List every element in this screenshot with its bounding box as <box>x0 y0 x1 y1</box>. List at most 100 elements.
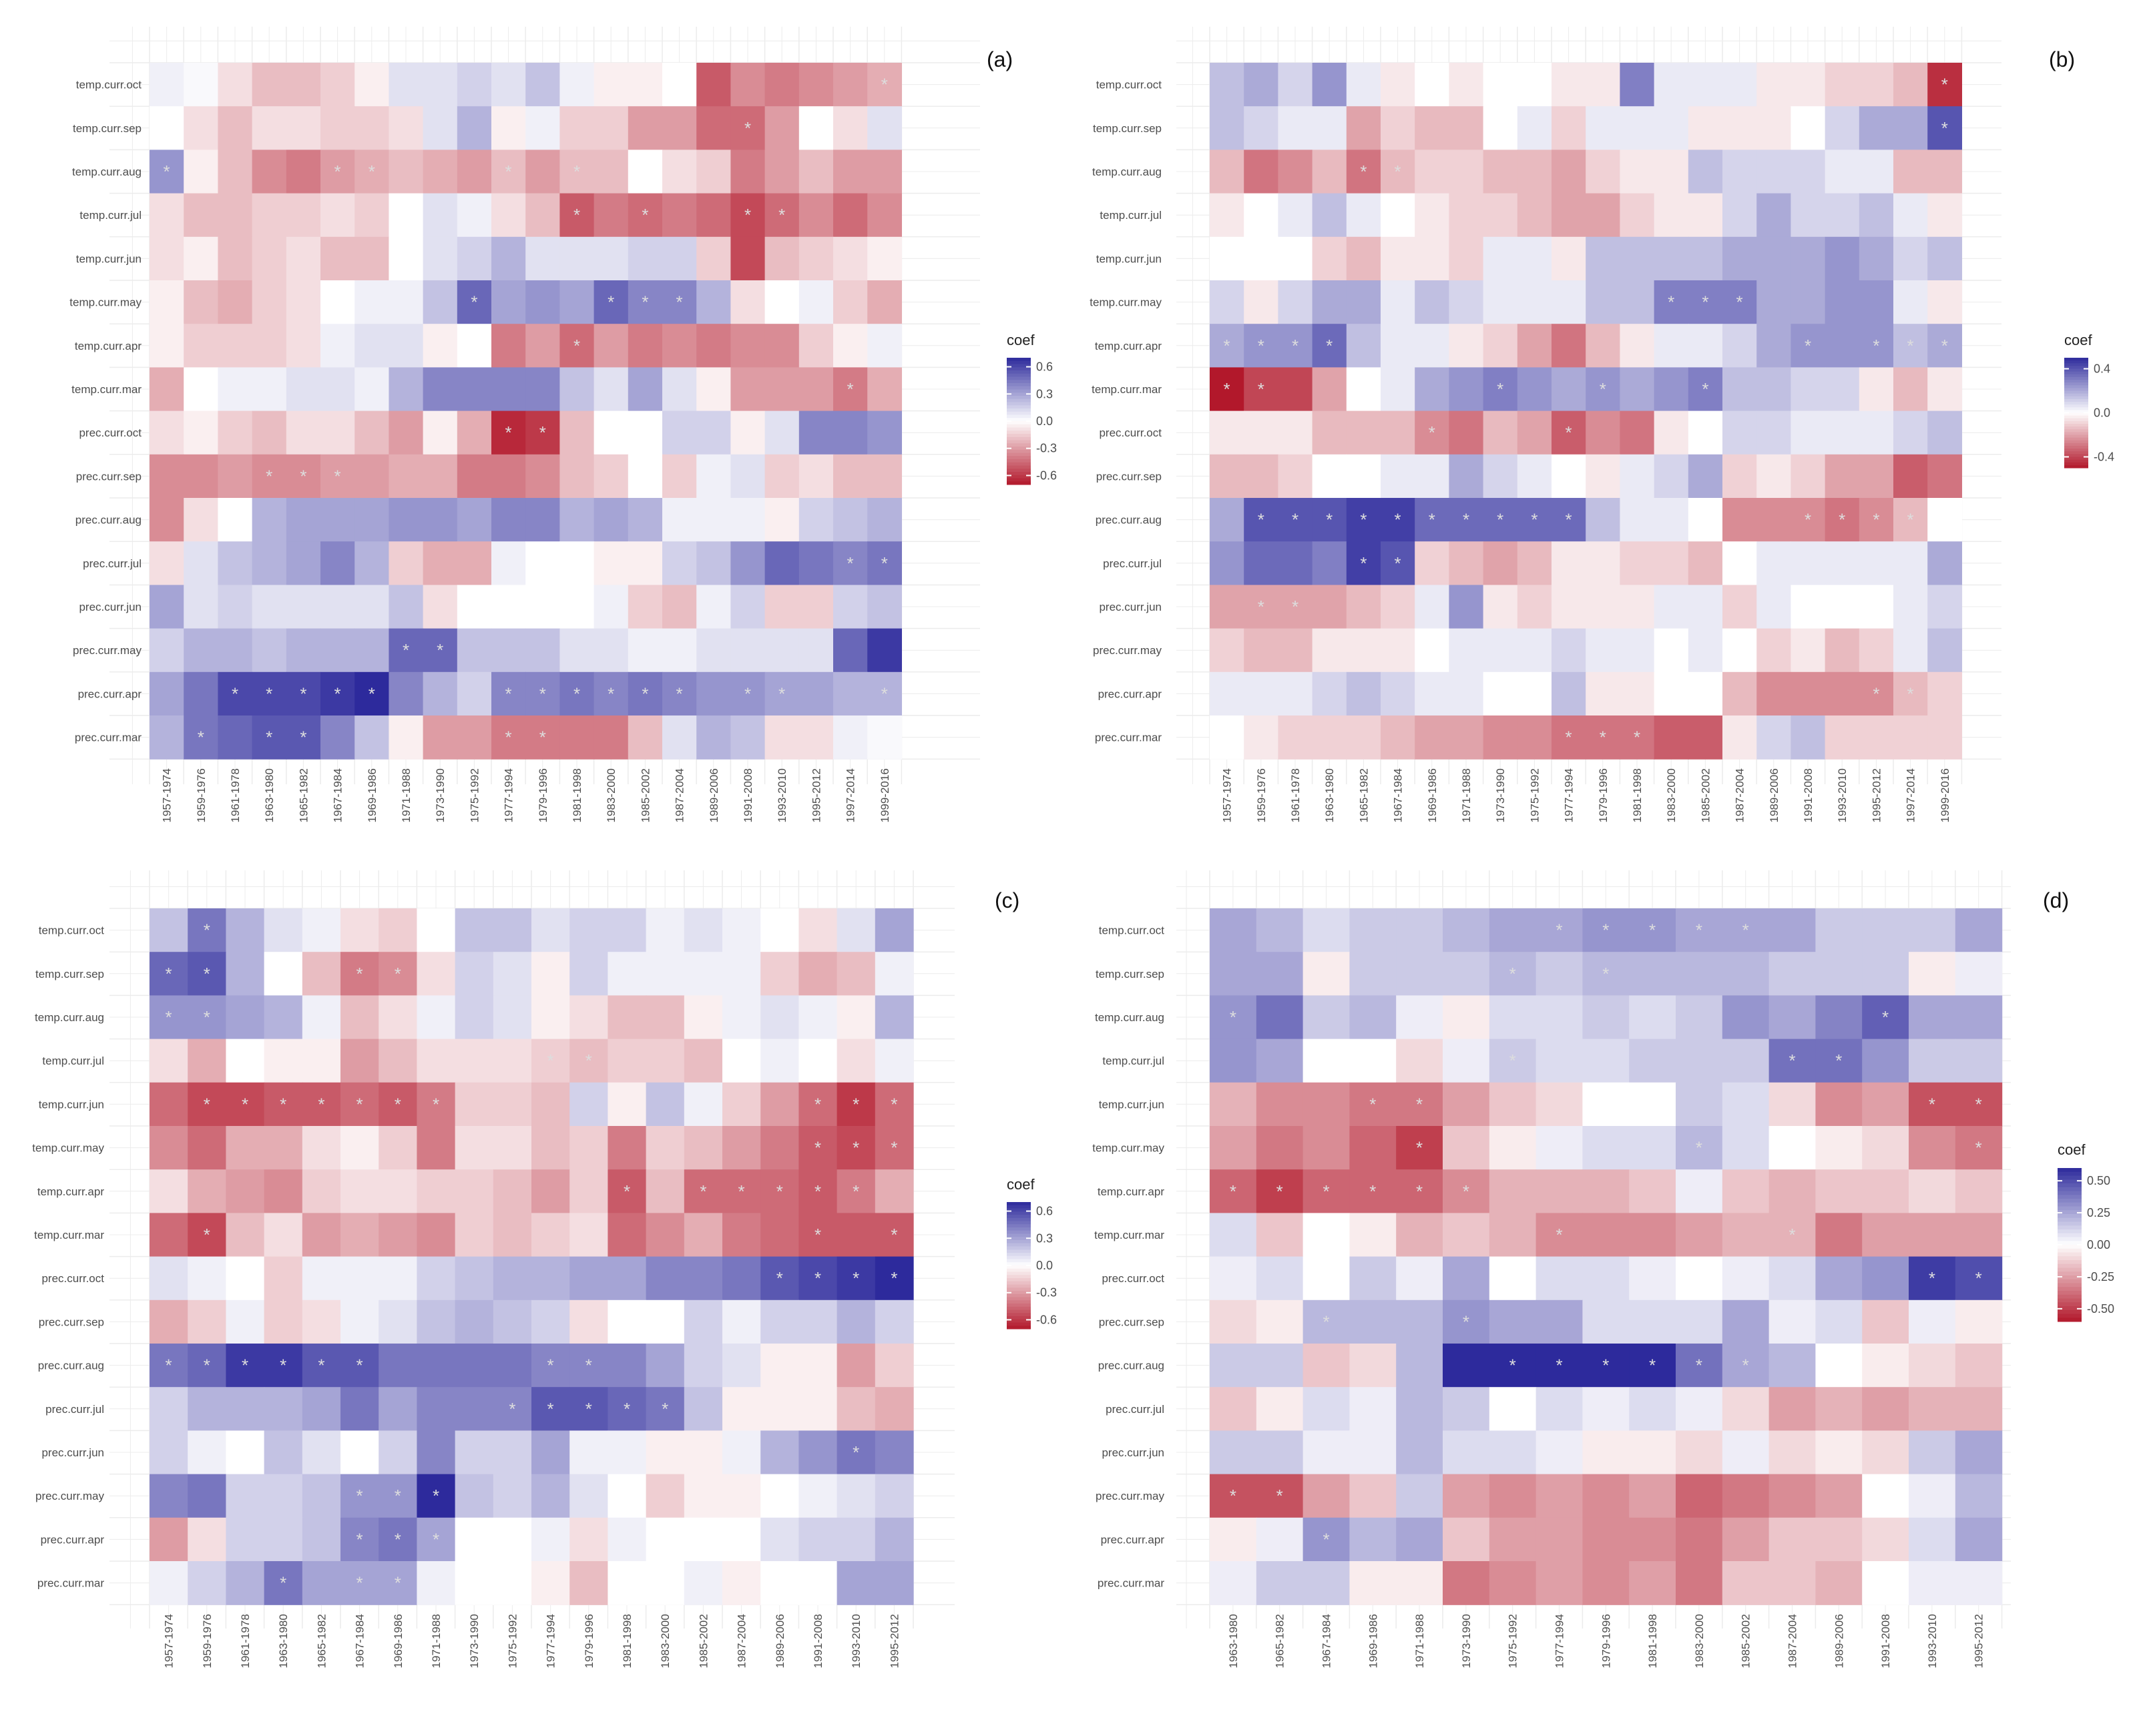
heatmap-cells <box>150 63 902 760</box>
heatmap-cell <box>1346 585 1381 629</box>
heatmap-cell <box>354 541 389 585</box>
heatmap-cell <box>798 908 838 952</box>
heatmap-cell <box>760 1430 799 1475</box>
heatmap-cell <box>389 236 424 281</box>
heatmap-cell <box>491 367 526 412</box>
significance-star: * <box>1696 1138 1702 1158</box>
heatmap-cell <box>1756 541 1791 585</box>
column-label: 1977-1994 <box>545 1614 557 1668</box>
legend-color-step <box>2058 1294 2082 1299</box>
heatmap-cell <box>531 1169 570 1213</box>
heatmap-cell <box>798 280 834 324</box>
heatmap-cell <box>491 715 526 760</box>
heatmap-cell <box>867 454 902 499</box>
heatmap-cell <box>423 715 458 760</box>
heatmap-cell <box>150 63 184 107</box>
heatmap-cell <box>1955 1517 2003 1562</box>
heatmap-cell <box>1381 324 1415 368</box>
heatmap-cell <box>320 541 355 585</box>
heatmap-cell <box>1927 280 1962 324</box>
heatmap-cell <box>1825 150 1860 194</box>
heatmap-cell <box>1629 1387 1676 1431</box>
legend-color-step <box>2058 1306 2082 1311</box>
heatmap-cell <box>608 1126 647 1170</box>
heatmap-cell <box>833 63 868 107</box>
heatmap-cell <box>1586 280 1620 324</box>
heatmap-cell <box>875 1169 914 1213</box>
heatmap-cell <box>730 410 766 455</box>
heatmap-cell <box>1893 193 1928 238</box>
heatmap-cell <box>1535 952 1583 996</box>
heatmap-cell <box>1927 150 1962 194</box>
row-label: temp.curr.jul <box>1102 1055 1164 1067</box>
heatmap-cell <box>1825 541 1860 585</box>
heatmap-cell <box>837 1561 876 1605</box>
heatmap-cell <box>1346 280 1381 324</box>
heatmap-cell <box>1859 63 1894 107</box>
heatmap-cell <box>1688 628 1723 673</box>
heatmap-cell <box>1893 324 1928 368</box>
heatmap-cell <box>1722 1561 1770 1605</box>
heatmap-cell <box>1859 671 1894 716</box>
legend-color-step <box>2064 368 2088 372</box>
heatmap-cell <box>1381 628 1415 673</box>
heatmap-cell <box>1586 628 1620 673</box>
heatmap-cell <box>1955 1387 2003 1431</box>
heatmap-cell <box>628 585 663 629</box>
significance-star: * <box>1702 292 1708 312</box>
heatmap-cell <box>1415 498 1449 542</box>
heatmap-cell <box>867 324 902 368</box>
heatmap-cell <box>531 1213 570 1257</box>
significance-star: * <box>1566 510 1572 530</box>
legend-tick-label: -0.6 <box>1036 1313 1057 1326</box>
heatmap-cell <box>1791 236 1826 281</box>
heatmap-cell <box>1210 1039 1257 1083</box>
heatmap-cell <box>696 410 731 455</box>
heatmap-cell <box>662 280 697 324</box>
heatmap-cell <box>1381 236 1415 281</box>
heatmap-cell <box>1449 454 1484 499</box>
significance-star: * <box>891 1094 897 1114</box>
heatmap-cell <box>1927 585 1962 629</box>
heatmap-cell <box>389 367 424 412</box>
heatmap-cell <box>1443 1474 1490 1518</box>
row-label: temp.curr.sep <box>1096 968 1164 980</box>
heatmap-cell <box>608 1387 647 1431</box>
heatmap-cell <box>1210 106 1244 150</box>
significance-star: * <box>433 1094 439 1114</box>
heatmap-cell <box>764 541 800 585</box>
heatmap-cell <box>340 952 379 996</box>
heatmap-cell <box>559 236 595 281</box>
heatmap-cell <box>417 1039 456 1083</box>
heatmap-cell <box>457 498 492 542</box>
heatmap-cell <box>760 1387 799 1431</box>
heatmap-cell <box>1722 498 1757 542</box>
heatmap-cell <box>389 193 424 238</box>
heatmap-cell <box>1443 1169 1490 1213</box>
heatmap-cell <box>1654 236 1689 281</box>
significance-star: * <box>204 964 210 984</box>
legend-color-step <box>2058 1279 2082 1283</box>
heatmap-cell <box>594 541 629 585</box>
heatmap-cell <box>662 585 697 629</box>
heatmap-cell <box>1862 1387 1909 1431</box>
heatmap-cell <box>628 367 663 412</box>
legend-color-step <box>1007 453 1031 457</box>
significance-star: * <box>280 1573 286 1593</box>
heatmap-cell <box>218 628 253 673</box>
legend-color-step <box>1007 1278 1031 1282</box>
heatmap-cell <box>833 541 868 585</box>
heatmap-cell <box>1552 150 1586 194</box>
column-label: 1995-2012 <box>1870 768 1883 822</box>
heatmap-cell <box>837 995 876 1040</box>
legend-color-step <box>2058 1241 2082 1245</box>
heatmap-cell <box>559 585 595 629</box>
heatmap-cell <box>867 410 902 455</box>
legend-color-step <box>2064 380 2088 383</box>
heatmap-cell <box>286 585 321 629</box>
column-label: 1983-2000 <box>659 1614 672 1668</box>
heatmap-cell <box>1955 1169 2003 1213</box>
heatmap-cell <box>1244 671 1278 716</box>
row-label: prec.curr.mar <box>1095 732 1162 744</box>
